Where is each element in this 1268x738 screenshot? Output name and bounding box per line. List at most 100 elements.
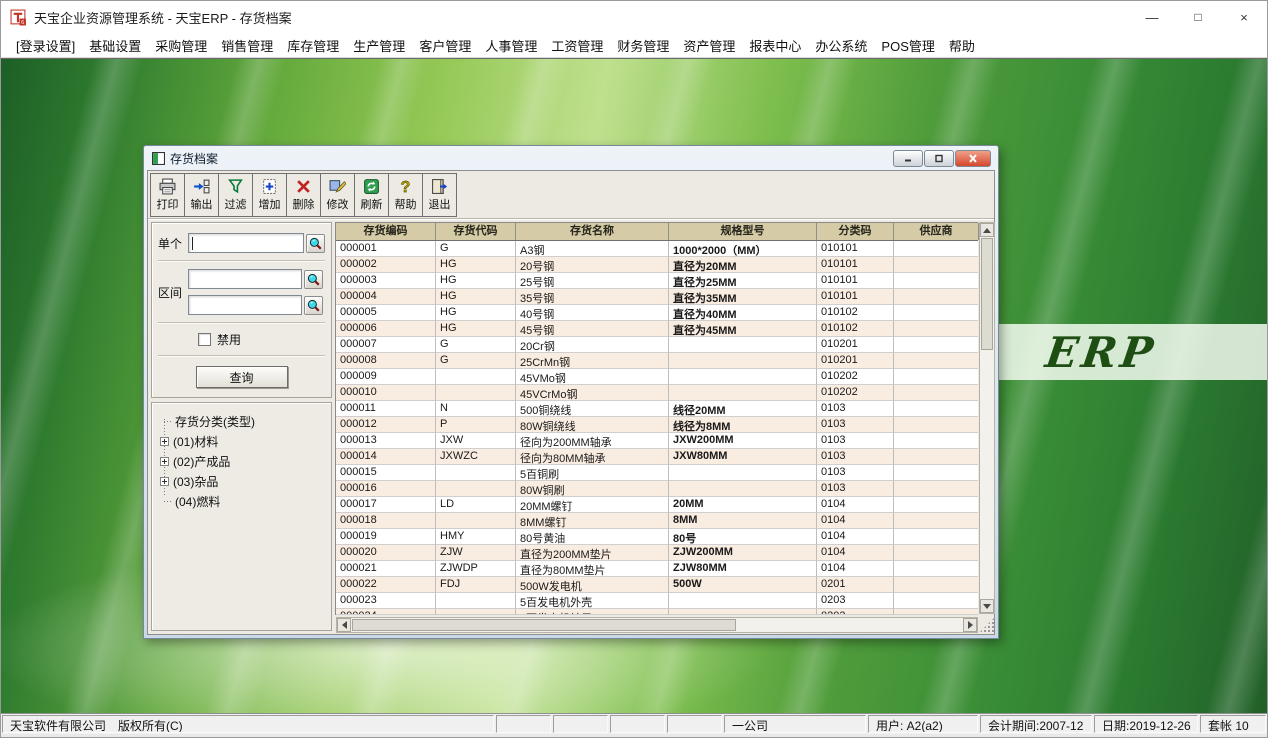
single-lookup-button[interactable]: [306, 233, 325, 253]
dialog-close-button[interactable]: [955, 149, 991, 167]
menu-item[interactable]: 财务管理: [617, 38, 670, 54]
menu-item[interactable]: [登录设置]: [16, 38, 76, 54]
status-empty-panel: [610, 715, 665, 733]
table-row[interactable]: 000019 HMY 80号黄油 80号 0104: [336, 529, 978, 545]
table-cell: [436, 385, 516, 401]
toolbar-button-退出[interactable]: 退出: [422, 173, 457, 217]
column-header[interactable]: 存货代码: [436, 223, 516, 240]
dialog-titlebar[interactable]: 存货档案: [147, 146, 995, 170]
tree-node[interactable]: (02)产成品: [159, 451, 327, 471]
table-row[interactable]: 000008 G 25CrMn钢 010201: [336, 353, 978, 369]
column-header[interactable]: 存货编码: [336, 223, 436, 240]
window-minimize-button[interactable]: —: [1145, 9, 1159, 25]
menu-item[interactable]: POS管理: [881, 38, 935, 54]
table-row[interactable]: 000016 80W铜刷 0103: [336, 481, 978, 497]
table-row[interactable]: 000006 HG 45号钢 直径为45MM 010102: [336, 321, 978, 337]
menu-item[interactable]: 资产管理: [683, 38, 736, 54]
table-cell: [669, 385, 817, 401]
toolbar-button-帮助[interactable]: ? 帮助: [388, 173, 423, 217]
table-cell: 000002: [336, 257, 436, 273]
tree-node[interactable]: (04)燃料: [159, 491, 327, 511]
table-row[interactable]: 000018 8MM螺钉 8MM 0104: [336, 513, 978, 529]
table-row[interactable]: 000013 JXW 径向为200MM轴承 JXW200MM 0103: [336, 433, 978, 449]
menu-item[interactable]: 帮助: [948, 38, 975, 54]
menu-item[interactable]: 办公系统: [815, 38, 868, 54]
window-close-button[interactable]: ×: [1240, 9, 1248, 25]
table-row[interactable]: 000017 LD 20MM螺钉 20MM 0104: [336, 497, 978, 513]
table-cell: [894, 369, 978, 385]
table-row[interactable]: 000005 HG 40号钢 直径为40MM 010102: [336, 305, 978, 321]
table-row[interactable]: 000011 N 500铜绕线 线径20MM 0103: [336, 401, 978, 417]
table-row[interactable]: 000002 HG 20号钢 直径为20MM 010101: [336, 257, 978, 273]
range-to-lookup-button[interactable]: [304, 295, 323, 315]
scroll-left-button[interactable]: [337, 618, 351, 632]
table-row[interactable]: 000007 G 20Cr钢 010201: [336, 337, 978, 353]
range-from-input[interactable]: [188, 269, 302, 289]
menu-item[interactable]: 基础设置: [89, 38, 142, 54]
tree-node[interactable]: (03)杂品: [159, 471, 327, 491]
table-cell: [894, 257, 978, 273]
range-from-lookup-button[interactable]: [304, 269, 323, 289]
menu-item[interactable]: 报表中心: [749, 38, 802, 54]
toolbar-button-过滤[interactable]: 过滤: [218, 173, 253, 217]
toolbar-button-删除[interactable]: 删除: [286, 173, 321, 217]
vertical-scroll-thumb[interactable]: [981, 238, 993, 350]
tree-expand-icon[interactable]: [160, 456, 169, 466]
toolbar-button-输出[interactable]: 输出: [184, 173, 219, 217]
table-row[interactable]: 000001 G A3钢 1000*2000（MM） 010101: [336, 241, 978, 257]
table-cell: [894, 593, 978, 609]
toolbar-button-刷新[interactable]: 刷新: [354, 173, 389, 217]
table-row[interactable]: 000024 5百发电机转子 0203: [336, 609, 978, 615]
table-row[interactable]: 000003 HG 25号钢 直径为25MM 010101: [336, 273, 978, 289]
table-row[interactable]: 000023 5百发电机外壳 0203: [336, 593, 978, 609]
menu-item[interactable]: 生产管理: [353, 38, 406, 54]
table-cell: 0104: [817, 497, 894, 513]
window-maximize-button[interactable]: □: [1194, 10, 1202, 24]
table-cell: [894, 449, 978, 465]
table-cell: [669, 337, 817, 353]
table-row[interactable]: 000015 5百铜刷 0103: [336, 465, 978, 481]
single-search-input[interactable]: [188, 233, 304, 253]
table-row[interactable]: 000022 FDJ 500W发电机 500W 0201: [336, 577, 978, 593]
table-row[interactable]: 000009 45VMo钢 010202: [336, 369, 978, 385]
column-header[interactable]: 分类码: [817, 223, 894, 240]
horizontal-scrollbar[interactable]: [336, 617, 978, 633]
toolbar-button-修改[interactable]: 修改: [320, 173, 355, 217]
horizontal-scroll-thumb[interactable]: [352, 619, 736, 631]
scroll-up-button[interactable]: [980, 223, 994, 237]
table-cell: [894, 305, 978, 321]
column-header[interactable]: 规格型号: [669, 223, 817, 240]
column-header[interactable]: 存货名称: [516, 223, 669, 240]
range-to-input[interactable]: [188, 295, 302, 315]
table-row[interactable]: 000014 JXWZC 径向为80MM轴承 JXW80MM 0103: [336, 449, 978, 465]
table-row[interactable]: 000020 ZJW 直径为200MM垫片 ZJW200MM 0104: [336, 545, 978, 561]
table-row[interactable]: 000012 P 80W铜绕线 线径为8MM 0103: [336, 417, 978, 433]
table-row[interactable]: 000004 HG 35号钢 直径为35MM 010101: [336, 289, 978, 305]
dialog-title: 存货档案: [170, 151, 219, 166]
tree-root[interactable]: 存货分类(类型): [159, 411, 327, 431]
tree-expand-icon[interactable]: [160, 476, 169, 486]
menu-item[interactable]: 采购管理: [155, 38, 208, 54]
scroll-down-button[interactable]: [980, 599, 994, 613]
dialog-maximize-button[interactable]: [924, 149, 954, 167]
dialog-minimize-button[interactable]: [893, 149, 923, 167]
toolbar-button-打印[interactable]: 打印: [150, 173, 185, 217]
menu-item[interactable]: 库存管理: [287, 38, 340, 54]
table-cell: 80号黄油: [516, 529, 669, 545]
scroll-right-button[interactable]: [963, 618, 977, 632]
table-cell: 直径为35MM: [669, 289, 817, 305]
disabled-checkbox[interactable]: [198, 333, 211, 346]
toolbar-button-增加[interactable]: 增加: [252, 173, 287, 217]
menu-item[interactable]: 销售管理: [221, 38, 274, 54]
table-row[interactable]: 000021 ZJWDP 直径为80MM垫片 ZJW80MM 0104: [336, 561, 978, 577]
menu-item[interactable]: 工资管理: [551, 38, 604, 54]
vertical-scrollbar[interactable]: [979, 222, 995, 614]
menu-item[interactable]: 人事管理: [485, 38, 538, 54]
tree-expand-icon[interactable]: [160, 436, 169, 446]
column-header[interactable]: 供应商: [894, 223, 979, 240]
query-button[interactable]: 查询: [195, 366, 288, 388]
tree-node[interactable]: (01)材料: [159, 431, 327, 451]
dialog-resize-grip[interactable]: [979, 617, 995, 633]
menu-item[interactable]: 客户管理: [419, 38, 472, 54]
table-row[interactable]: 000010 45VCrMo钢 010202: [336, 385, 978, 401]
